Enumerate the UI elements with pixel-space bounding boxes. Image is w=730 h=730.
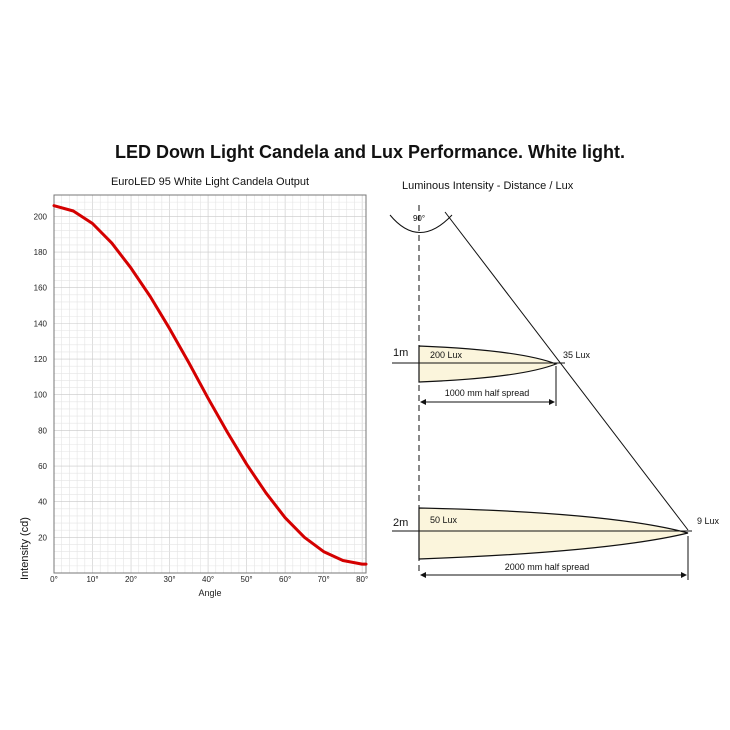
arrowhead-left-1m — [420, 399, 426, 405]
x-tick-label: 0° — [50, 575, 58, 584]
x-tick-label: 40° — [202, 575, 214, 584]
beam-edge-line — [444, 211, 689, 531]
lux-shape-1m — [418, 345, 558, 383]
y-tick-label: 100 — [34, 391, 48, 400]
y-tick-label: 20 — [38, 533, 47, 542]
series-line — [52, 204, 368, 566]
center-lux-2m: 50 Lux — [430, 515, 458, 525]
y-tick-label: 140 — [34, 319, 48, 328]
y-tick-label: 160 — [34, 284, 48, 293]
x-tick-label: 30° — [164, 575, 176, 584]
arrowhead-right-1m — [549, 399, 555, 405]
distance-label-2m: 2m — [393, 517, 408, 529]
arrowhead-right-2m — [681, 572, 687, 578]
spread-label-1m: 1000 mm half spread — [445, 388, 530, 398]
spread-label-2m: 2000 mm half spread — [505, 562, 590, 572]
y-tick-label: 40 — [38, 498, 47, 507]
x-tick-labels: 0° 10° 20° 30° 40° 50° 60° 70° 80° — [50, 575, 368, 584]
arrowhead-left-2m — [420, 572, 426, 578]
x-tick-label: 70° — [318, 575, 330, 584]
x-tick-label: 20° — [125, 575, 137, 584]
center-lux-1m: 200 Lux — [430, 350, 463, 360]
page-title: LED Down Light Candela and Lux Performan… — [114, 142, 626, 162]
edge-lux-1m: 35 Lux — [563, 350, 591, 360]
x-tick-label: 50° — [241, 575, 253, 584]
x-tick-label: 60° — [279, 575, 291, 584]
y-tick-label: 80 — [38, 426, 47, 435]
diagram-title: Luminous Intensity - Distance / Lux — [402, 180, 574, 192]
y-tick-label: 120 — [34, 355, 48, 364]
distance-label-1m: 1m — [393, 347, 408, 359]
y-tick-labels: 20 40 60 80 100 120 140 160 180 200 — [34, 212, 48, 542]
y-axis-label: Intensity (cd) — [19, 517, 31, 580]
x-tick-label: 10° — [86, 575, 98, 584]
plot-frame — [53, 194, 367, 574]
x-tick-label: 80° — [356, 575, 368, 584]
lux-shape-2m — [418, 507, 689, 560]
y-tick-label: 60 — [38, 462, 47, 471]
x-axis-label: Angle — [198, 588, 221, 598]
y-tick-label: 200 — [34, 212, 48, 221]
edge-lux-2m: 9 Lux — [697, 516, 720, 526]
beam-angle-arc — [389, 214, 453, 233]
chart-title: EuroLED 95 White Light Candela Output — [110, 176, 310, 188]
y-tick-label: 180 — [34, 248, 48, 257]
